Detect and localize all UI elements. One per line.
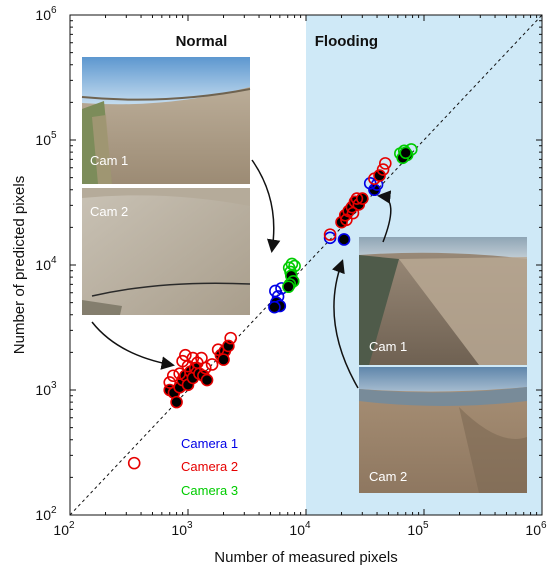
camera-2-point (346, 206, 360, 220)
photo-flooding-cam2: Cam 2 (359, 367, 527, 493)
camera-2-point (323, 228, 337, 241)
camera-3-point (285, 257, 299, 271)
x-tick-label: 102 (53, 520, 75, 538)
y-axis-label: Number of predicted pixels (11, 176, 28, 354)
y-tick-label: 103 (35, 380, 57, 398)
camera-2-point (211, 343, 225, 357)
photo-label: Cam 2 (90, 204, 128, 219)
legend-entry-camera-1: Camera 1 (181, 436, 238, 451)
y-tick-label: 106 (35, 5, 57, 23)
camera-2-point (217, 353, 230, 366)
camera-1-point (323, 231, 337, 245)
camera-1-point (337, 233, 351, 246)
y-tick-label: 104 (35, 255, 57, 273)
camera-3-point (282, 280, 295, 294)
y-tick-label: 105 (35, 130, 57, 148)
camera-3-point (399, 146, 413, 160)
camera-2-point (163, 376, 177, 389)
x-tick-label: 106 (525, 520, 547, 538)
arrow-flooding-cam2 (332, 259, 359, 389)
x-tick-label: 105 (407, 520, 429, 538)
axis-ticks: 102 103 104 105 106 102 103 104 105 106 (35, 5, 547, 538)
legend-entry-camera-3: Camera 3 (181, 483, 238, 498)
region-label-normal: Normal (176, 33, 228, 50)
one-to-one-reference-line (69, 14, 543, 516)
camera-2-point (222, 339, 235, 353)
camera-2-point (198, 361, 212, 375)
photo-label: Cam 1 (90, 153, 128, 168)
camera-1-point (268, 300, 281, 314)
legend-entry-camera-2: Camera 2 (181, 459, 238, 474)
camera-2-point (340, 213, 353, 227)
arrow-normal-cam2 (91, 321, 175, 370)
region-label-flooding: Flooding (315, 33, 378, 50)
camera-2-point (127, 456, 141, 470)
arrow-flooding-cam1 (377, 190, 392, 243)
photo-normal-cam1: Cam 1 (81, 57, 251, 184)
photo-label: Cam 2 (369, 469, 407, 484)
camera-2-point (170, 395, 183, 409)
camera-2-point (376, 163, 390, 176)
camera-2-point (379, 157, 392, 170)
camera-2-point (166, 369, 180, 383)
camera-2-point (224, 331, 237, 345)
x-tick-label: 103 (171, 520, 193, 538)
y-tick-label: 102 (35, 505, 57, 523)
data-points (127, 143, 418, 470)
camera-2-point (173, 367, 186, 381)
x-tick-label: 104 (289, 520, 311, 538)
camera-2-point (350, 192, 364, 205)
photo-normal-cam2: Cam 2 (82, 188, 251, 315)
x-axis-label: Number of measured pixels (214, 549, 397, 566)
photo-label: Cam 1 (369, 339, 407, 354)
photo-flooding-cam1: Cam 1 (359, 237, 527, 365)
arrow-normal-cam1 (251, 159, 281, 253)
camera-2-point (200, 373, 214, 387)
camera-2-point (205, 358, 219, 371)
